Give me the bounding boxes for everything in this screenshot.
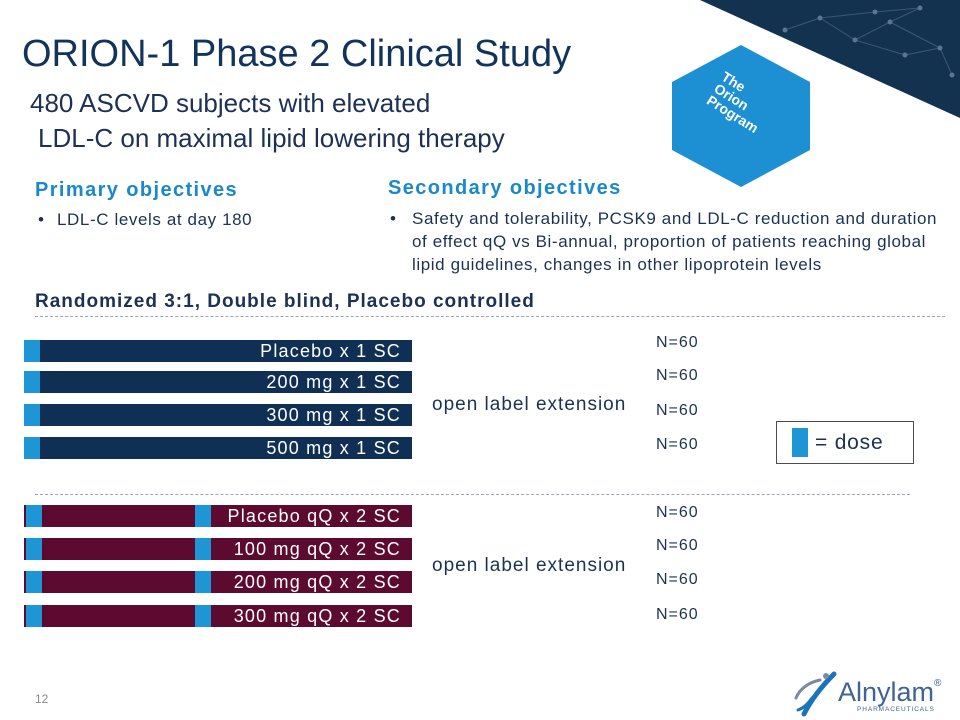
pharmaceuticals-tagline: PHARMACEUTICALS [857, 706, 935, 713]
arm-bar: 200 mg x 1 SC [24, 371, 412, 393]
arm-bar: Placebo x 1 SC [24, 340, 412, 362]
arm-label: 300 mg qQ x 2 SC [233, 606, 401, 626]
arm-label: Placebo x 1 SC [260, 341, 401, 361]
open-label-extension-label: open label extension [432, 555, 627, 576]
dose-marker [26, 505, 42, 527]
secondary-objectives-heading: Secondary objectives [388, 177, 622, 199]
dose-marker [195, 505, 211, 527]
alnylam-wordmark: Alnylam [838, 677, 935, 707]
arm-bar: 300 mg qQ x 2 SC [24, 605, 412, 627]
page-number: 12 [35, 692, 49, 706]
open-label-extension-label: open label extension [432, 394, 627, 415]
secondary-bullet-line: of effect qQ vs Bi-annual, proportion of… [412, 232, 927, 251]
arm-bar: 500 mg x 1 SC [24, 437, 412, 459]
primary-objectives-heading: Primary objectives [35, 179, 239, 201]
study-design-label: Randomized 3:1, Double blind, Placebo co… [35, 291, 535, 312]
dose-marker [24, 437, 40, 459]
dose-marker [24, 404, 40, 426]
legend-swatch [792, 428, 808, 457]
n-count-label: N=60 [656, 367, 699, 384]
arm-label: 100 mg qQ x 2 SC [233, 539, 401, 559]
registered-mark: ® [934, 678, 942, 689]
alnylam-mark-icon [794, 671, 837, 717]
subtitle-line-1: 480 ASCVD subjects with elevated [30, 88, 431, 118]
n-count-label: N=60 [656, 537, 699, 554]
n-count-label: N=60 [656, 334, 699, 351]
subtitle-line-2: LDL-C on maximal lipid lowering therapy [38, 123, 505, 153]
dose-marker [195, 605, 211, 627]
slide-title: ORION-1 Phase 2 Clinical Study [22, 33, 572, 75]
n-count-label: N=60 [656, 571, 699, 588]
dose-marker [26, 605, 42, 627]
dose-marker [24, 340, 40, 362]
dose-marker [195, 538, 211, 560]
dose-marker [26, 538, 42, 560]
orion-program-logo: The Orion Program [672, 45, 810, 187]
secondary-bullet-line: Safety and tolerability, PCSK9 and LDL-C… [412, 209, 938, 228]
arm-label: 500 mg x 1 SC [266, 438, 401, 458]
arm-bar: 200 mg qQ x 2 SC [24, 571, 412, 593]
arm-bar: 100 mg qQ x 2 SC [24, 538, 412, 560]
divider-line [35, 494, 910, 495]
arm-label: 200 mg qQ x 2 SC [233, 572, 401, 592]
n-count-label: N=60 [656, 504, 699, 521]
primary-objective-bullet: LDL-C levels at day 180 [57, 210, 253, 229]
secondary-bullet-line: lipid guidelines, changes in other lipop… [412, 255, 822, 274]
arm-label: 200 mg x 1 SC [266, 372, 401, 392]
n-count-label: N=60 [656, 402, 699, 419]
arm-label: Placebo qQ x 2 SC [227, 506, 401, 526]
bullet-marker [390, 207, 396, 230]
bullet-marker [38, 208, 44, 231]
arm-label: 300 mg x 1 SC [266, 405, 401, 425]
legend-label: = dose [815, 431, 884, 454]
network-decoration [700, 0, 960, 118]
n-count-label: N=60 [656, 606, 699, 623]
dose-marker [26, 571, 42, 593]
divider-line [35, 316, 945, 317]
arm-bar: Placebo qQ x 2 SC [24, 505, 412, 527]
arm-bar: 300 mg x 1 SC [24, 404, 412, 426]
secondary-objective-bullet: Safety and tolerability, PCSK9 and LDL-C… [412, 207, 937, 276]
dose-marker [195, 571, 211, 593]
dose-marker [24, 371, 40, 393]
n-count-label: N=60 [656, 436, 699, 453]
